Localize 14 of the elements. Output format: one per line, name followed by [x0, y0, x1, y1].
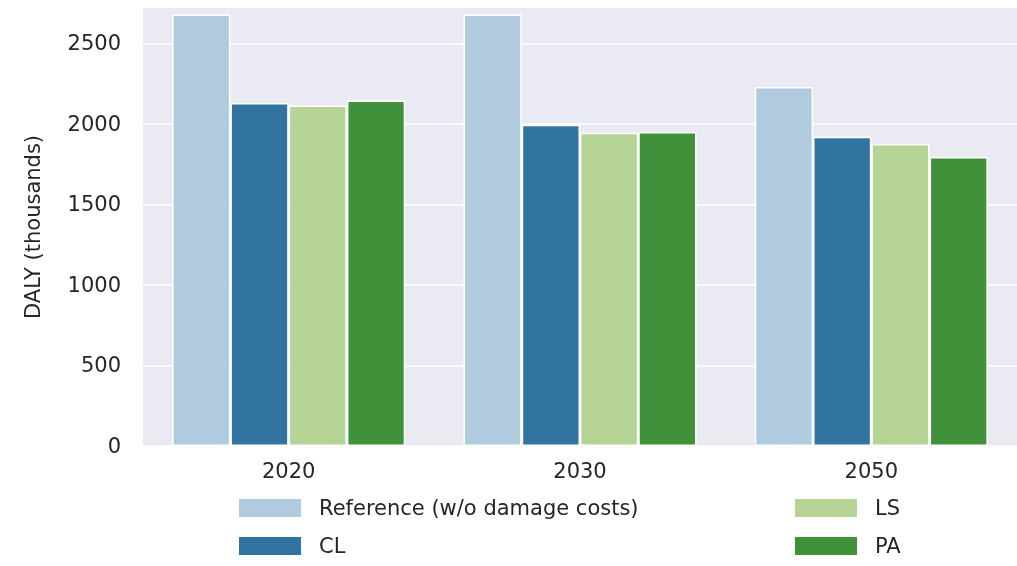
legend-label: Reference (w/o damage costs) — [319, 496, 639, 520]
legend-label: CL — [319, 534, 346, 558]
legend-label: LS — [875, 496, 901, 520]
y-tick-label: 2500 — [67, 31, 121, 56]
y-tick-label: 2000 — [67, 111, 121, 136]
x-tick-label: 2050 — [844, 458, 899, 483]
y-tick-label: 1500 — [67, 192, 121, 217]
legend-label: PA — [875, 534, 902, 558]
y-axis-title: DALY (thousands) — [20, 134, 45, 320]
x-tick-label: 2020 — [261, 458, 316, 483]
x-tick-label: 2030 — [553, 458, 607, 483]
y-tick-label: 0 — [107, 434, 121, 458]
y-tick-label: 1000 — [67, 272, 121, 297]
y-tick-label: 500 — [80, 353, 121, 378]
